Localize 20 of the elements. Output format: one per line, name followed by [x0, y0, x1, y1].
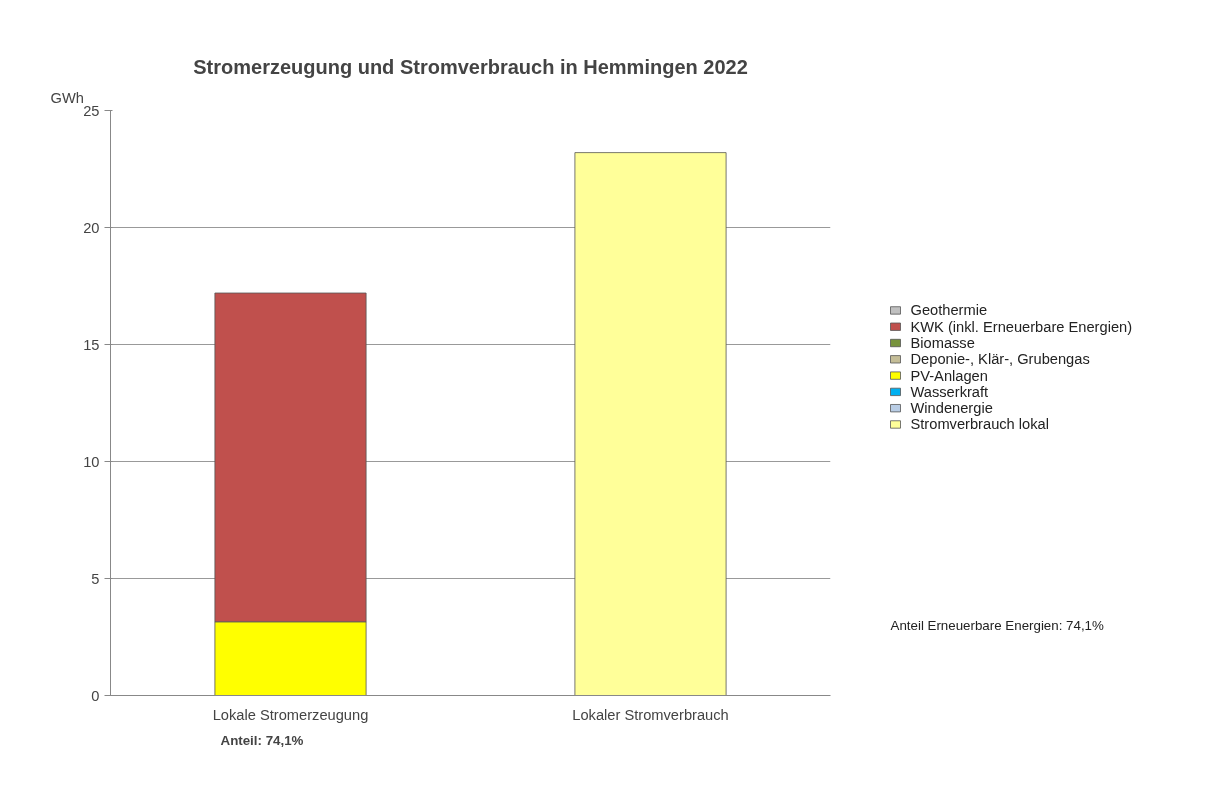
legend-label: Deponie-, Klär-, Grubengas [910, 351, 1090, 368]
chart-title: Stromerzeugung und Stromverbrauch in Hemmingen 2022 [193, 55, 748, 78]
y-tick-label: 0 [91, 687, 100, 704]
legend-label: PV-Anlagen [910, 367, 988, 384]
x-tick-label: Lokaler Stromverbrauch [572, 706, 729, 723]
legend-label: Stromverbrauch lokal [910, 416, 1049, 433]
y-tick-label: 15 [83, 336, 100, 353]
legend-label: Geothermie [910, 302, 988, 319]
x-tick-label: Lokale Stromerzeugung [212, 706, 369, 723]
y-tick-label: 5 [91, 570, 100, 587]
legend-label: KWK (inkl. Erneuerbare Energien) [910, 318, 1133, 335]
legend-label: Biomasse [910, 335, 975, 352]
legend-label: Windenergie [910, 400, 993, 417]
text: Anteil: 74,1% [220, 732, 304, 748]
y-axis-title: GWh [50, 89, 84, 106]
y-tick-label: 20 [83, 219, 100, 236]
y-tick-label: 10 [83, 453, 100, 470]
y-tick-label: 25 [83, 102, 100, 119]
text: Anteil Erneuerbare Energien: 74,1% [890, 617, 1105, 633]
legend-label: Wasserkraft [910, 383, 989, 400]
